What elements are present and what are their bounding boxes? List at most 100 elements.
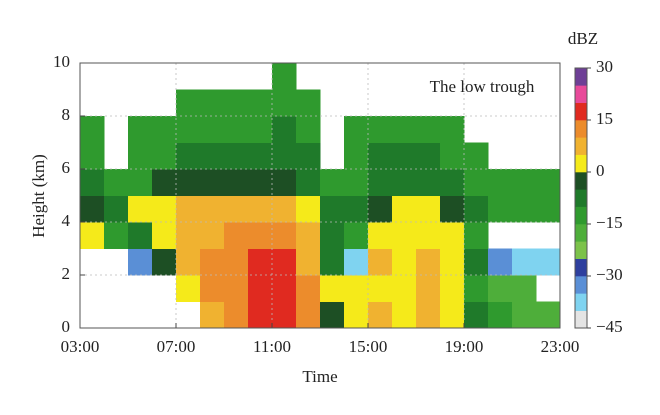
heatmap-cell xyxy=(248,142,273,170)
heatmap-cell xyxy=(176,116,201,143)
heatmap-cell xyxy=(416,275,441,302)
heatmap-cell xyxy=(272,275,297,302)
heatmap-cell xyxy=(224,142,249,170)
heatmap-cell xyxy=(464,169,489,196)
heatmap-cell xyxy=(296,89,321,117)
heatmap-cell xyxy=(152,116,177,143)
heatmap-cell xyxy=(128,169,153,196)
heatmap-cell xyxy=(296,222,321,249)
heatmap-cell xyxy=(488,248,513,276)
heatmap-cell xyxy=(344,275,369,302)
y-tick-label: 2 xyxy=(62,264,71,283)
heatmap-cell xyxy=(440,275,465,302)
colorbar-swatch xyxy=(575,172,587,190)
heatmap-cell xyxy=(296,116,321,143)
heatmap-cell xyxy=(80,142,105,170)
heatmap-cell xyxy=(464,275,489,302)
heatmap-cell xyxy=(512,195,537,223)
heatmap-cell xyxy=(392,195,417,223)
heatmap-cell xyxy=(440,248,465,276)
heatmap-cell xyxy=(200,116,225,143)
heatmap-cell xyxy=(128,248,153,276)
heatmap-cell xyxy=(488,275,513,302)
colorbar-tick-label: 30 xyxy=(596,57,613,76)
heatmap-cell xyxy=(440,301,465,329)
heatmap-cell xyxy=(344,222,369,249)
heatmap-cell xyxy=(320,195,345,223)
heatmap-cell xyxy=(296,195,321,223)
heatmap-cell xyxy=(536,301,561,329)
heatmap-cell xyxy=(128,195,153,223)
heatmap-cell xyxy=(176,169,201,196)
colorbar-label: dBZ xyxy=(568,29,598,48)
colorbar-swatch xyxy=(575,293,587,311)
heatmap-cell xyxy=(344,116,369,143)
heatmap-cell xyxy=(296,301,321,329)
heatmap-cell xyxy=(176,195,201,223)
x-axis-label: Time xyxy=(302,367,337,386)
heatmap-cell xyxy=(152,195,177,223)
heatmap-cell xyxy=(464,248,489,276)
heatmap-cell xyxy=(416,169,441,196)
heatmap-cell xyxy=(416,248,441,276)
heatmap-cell xyxy=(392,301,417,329)
heatmap-cell xyxy=(440,195,465,223)
heatmap-cell xyxy=(80,195,105,223)
heatmap-cell xyxy=(248,169,273,196)
heatmap-cell xyxy=(344,142,369,170)
heatmap-cell xyxy=(104,169,129,196)
y-tick-label: 0 xyxy=(62,317,71,336)
heatmap-cell xyxy=(152,142,177,170)
heatmap-cell xyxy=(104,222,129,249)
colorbar-swatch xyxy=(575,258,587,277)
heatmap-cell xyxy=(536,169,561,196)
colorbar-tick-label: −15 xyxy=(596,213,623,232)
heatmap-cell xyxy=(224,195,249,223)
heatmap-cell xyxy=(320,169,345,196)
heatmap-cell xyxy=(440,116,465,143)
heatmap-cell xyxy=(464,142,489,170)
heatmap-cell xyxy=(368,301,393,329)
heatmap-cell xyxy=(224,89,249,117)
colorbar-swatch xyxy=(575,276,587,294)
colorbar-tick-label: −45 xyxy=(596,317,623,336)
heatmap-cell xyxy=(344,169,369,196)
heatmap-cell xyxy=(272,301,297,329)
heatmap-cell xyxy=(392,248,417,276)
heatmap-cell xyxy=(272,222,297,249)
heatmap-cell xyxy=(488,301,513,329)
heatmap-cell xyxy=(296,275,321,302)
heatmap-cell xyxy=(224,248,249,276)
heatmap-cell xyxy=(392,116,417,143)
heatmap-cell xyxy=(320,248,345,276)
heatmap-cell xyxy=(128,222,153,249)
heatmap-cell xyxy=(176,248,201,276)
colorbar-frame xyxy=(574,67,588,329)
heatmap-cell xyxy=(416,301,441,329)
heatmap-cell xyxy=(248,248,273,276)
heatmap-cell xyxy=(368,248,393,276)
heatmap-cell xyxy=(512,248,537,276)
heatmap-cell xyxy=(272,169,297,196)
heatmap-cell xyxy=(176,89,201,117)
heatmap-cell xyxy=(80,116,105,143)
heatmap-cell xyxy=(248,89,273,117)
colorbar-tick-label: 0 xyxy=(596,161,605,180)
heatmap-cell xyxy=(128,142,153,170)
heatmap-cell xyxy=(416,222,441,249)
heatmap-cell xyxy=(416,195,441,223)
colorbar-swatch xyxy=(575,85,587,103)
heatmap-cell xyxy=(200,89,225,117)
heatmap-cell xyxy=(296,142,321,170)
heatmap-cell xyxy=(488,169,513,196)
heatmap-cell xyxy=(320,222,345,249)
y-tick-label: 6 xyxy=(62,158,71,177)
colorbar-swatch xyxy=(575,68,587,86)
colorbar-swatch xyxy=(575,224,587,242)
y-tick-label: 10 xyxy=(53,52,70,71)
heatmap-cell xyxy=(176,142,201,170)
heatmap-cell xyxy=(344,248,369,276)
heatmap-cell xyxy=(224,301,249,329)
heatmap-cell xyxy=(224,222,249,249)
